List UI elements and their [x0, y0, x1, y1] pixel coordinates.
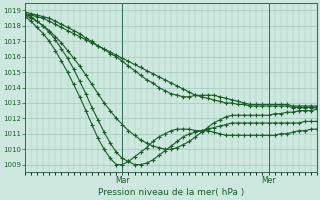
- X-axis label: Pression niveau de la mer( hPa ): Pression niveau de la mer( hPa ): [98, 188, 244, 197]
